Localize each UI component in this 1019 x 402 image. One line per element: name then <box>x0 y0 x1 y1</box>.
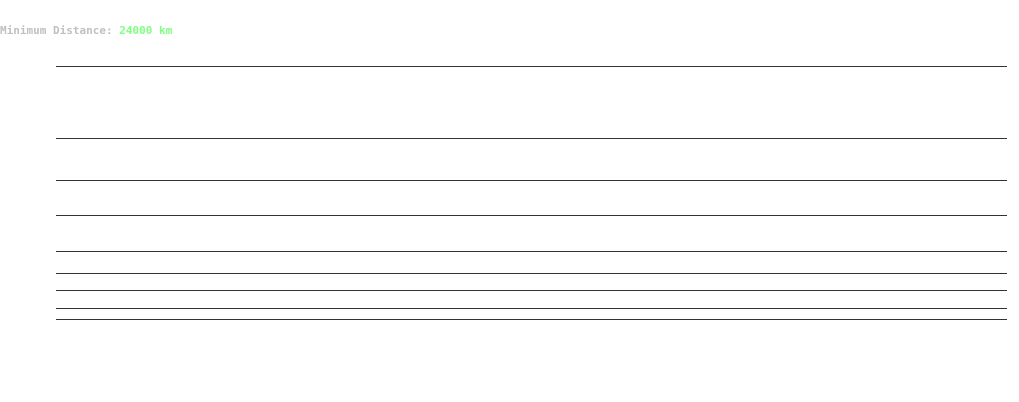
minimum-distance-label: Minimum Distance: <box>0 24 113 37</box>
horizontal-line <box>56 308 1007 309</box>
horizontal-line <box>56 273 1007 274</box>
horizontal-line <box>56 138 1007 139</box>
horizontal-line <box>56 290 1007 291</box>
horizontal-line <box>56 215 1007 216</box>
horizontal-line <box>56 180 1007 181</box>
horizontal-line <box>56 319 1007 320</box>
minimum-distance-readout: Minimum Distance: 24000 km <box>0 24 172 37</box>
horizontal-line <box>56 251 1007 252</box>
horizontal-line <box>56 66 1007 67</box>
minimum-distance-value: 24000 km <box>119 24 173 37</box>
